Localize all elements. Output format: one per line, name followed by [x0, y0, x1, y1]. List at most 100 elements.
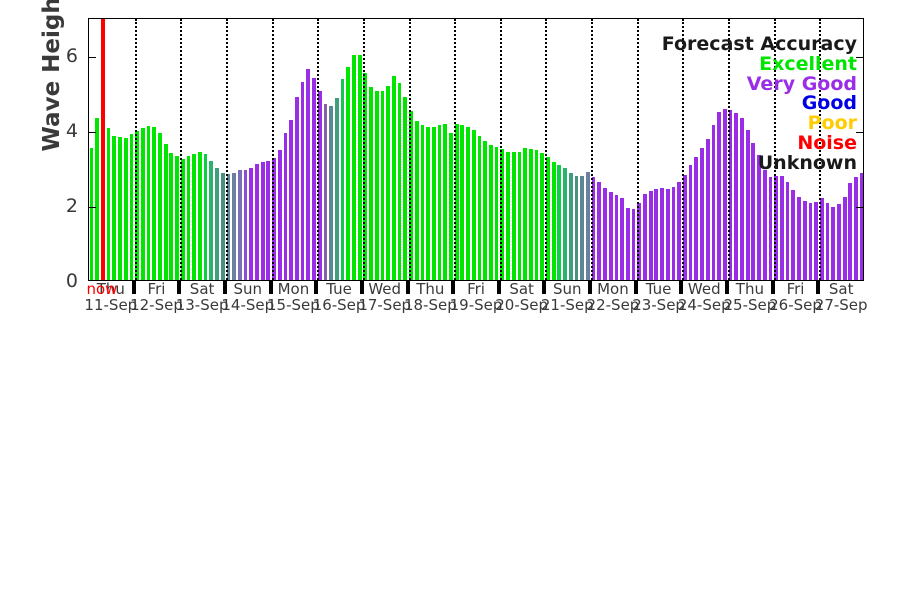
day-boundary-tick [588, 281, 593, 294]
bar [665, 189, 670, 280]
bar [614, 195, 619, 280]
bar [300, 81, 305, 280]
bar [585, 171, 590, 280]
bar [95, 118, 100, 280]
legend-item-excellent: Excellent [759, 52, 857, 75]
day-boundary-tick [405, 281, 410, 294]
bar [146, 125, 151, 280]
bar [654, 189, 659, 280]
day-boundary-tick [542, 281, 547, 294]
y-tick-label: 2 [65, 194, 78, 217]
bar [574, 175, 579, 280]
bar [631, 209, 636, 280]
day-gridline [773, 19, 776, 280]
day-boundary-tick [177, 281, 182, 294]
legend-item-noise: Noise [797, 131, 857, 154]
bar [745, 130, 750, 280]
bar [106, 127, 111, 280]
day-boundary-tick [268, 281, 273, 294]
bar [677, 182, 682, 280]
x-date-label: 13-Sep [175, 296, 229, 314]
day-boundary-tick [359, 281, 364, 294]
x-day-of-week-label: Sun [233, 280, 263, 298]
x-date-label: 12-Sep [130, 296, 183, 314]
bar [340, 79, 345, 280]
now-marker-line [100, 19, 105, 280]
bar [140, 127, 145, 280]
x-date-label: 17-Sep [358, 296, 412, 314]
bar [186, 156, 191, 280]
legend-title: Forecast Accuracy [661, 33, 857, 55]
now-marker-label: now [86, 280, 118, 298]
bar [158, 132, 162, 280]
bar [431, 127, 436, 280]
x-date-label: 27-Sep [814, 296, 868, 314]
bar [386, 86, 391, 280]
day-gridline [545, 19, 548, 280]
bar [717, 111, 721, 280]
bar [443, 124, 448, 280]
bar [260, 161, 265, 280]
day-boundary-tick [131, 281, 136, 294]
y-tick-mark [856, 56, 863, 58]
bar [180, 159, 185, 280]
x-day-of-week-label: Fri [467, 280, 485, 298]
bar [648, 190, 653, 280]
x-date-label: 18-Sep [403, 296, 457, 314]
bar [819, 198, 824, 280]
bar [848, 183, 853, 280]
bar [363, 72, 368, 280]
bar [255, 163, 259, 280]
bar [540, 153, 545, 280]
y-tick-mark [89, 131, 96, 133]
legend-item-very-good: Very Good [746, 72, 857, 95]
bar [483, 141, 488, 280]
x-day-of-week-label: Mon [277, 280, 310, 298]
x-date-label: 24-Sep [677, 296, 731, 314]
bar [831, 206, 836, 280]
bar [397, 83, 402, 280]
legend-item-good: Good [801, 92, 857, 115]
day-gridline [454, 19, 457, 280]
bar [215, 168, 219, 280]
bar [135, 130, 139, 280]
bar [825, 202, 830, 280]
bar [597, 182, 602, 280]
x-date-label: 19-Sep [449, 296, 503, 314]
bar [528, 149, 533, 280]
bar [118, 137, 122, 280]
x-date-label: 16-Sep [312, 296, 366, 314]
bar [272, 157, 276, 280]
bar [466, 127, 470, 280]
bar [728, 110, 733, 280]
bar [460, 125, 465, 280]
bar [842, 196, 847, 280]
bar [551, 161, 556, 280]
day-gridline [499, 19, 502, 280]
x-day-of-week-label: Thu [416, 280, 445, 298]
bar [500, 149, 505, 280]
bar [203, 154, 208, 280]
bar [163, 144, 168, 280]
x-day-of-week-label: Sun [553, 280, 582, 298]
legend-item-poor: Poor [807, 112, 857, 134]
x-day-of-week-label: Wed [368, 280, 402, 298]
bar [682, 174, 687, 280]
x-day-of-week-label: Thu [96, 280, 125, 298]
day-boundary-tick [770, 281, 775, 294]
bar [637, 203, 642, 280]
bar [802, 201, 807, 280]
x-day-of-week-label: Sat [828, 280, 854, 298]
x-date-label: 15-Sep [267, 296, 320, 314]
bar [620, 198, 624, 280]
x-day-of-week-label: Wed [687, 280, 721, 298]
y-tick-mark [89, 206, 96, 208]
bar [734, 112, 739, 280]
bar [192, 154, 197, 280]
bar [774, 175, 779, 280]
day-gridline [819, 19, 822, 280]
x-date-label: 22-Sep [586, 296, 640, 314]
y-tick-mark [856, 206, 863, 208]
day-gridline [271, 19, 274, 280]
bar [643, 194, 647, 280]
